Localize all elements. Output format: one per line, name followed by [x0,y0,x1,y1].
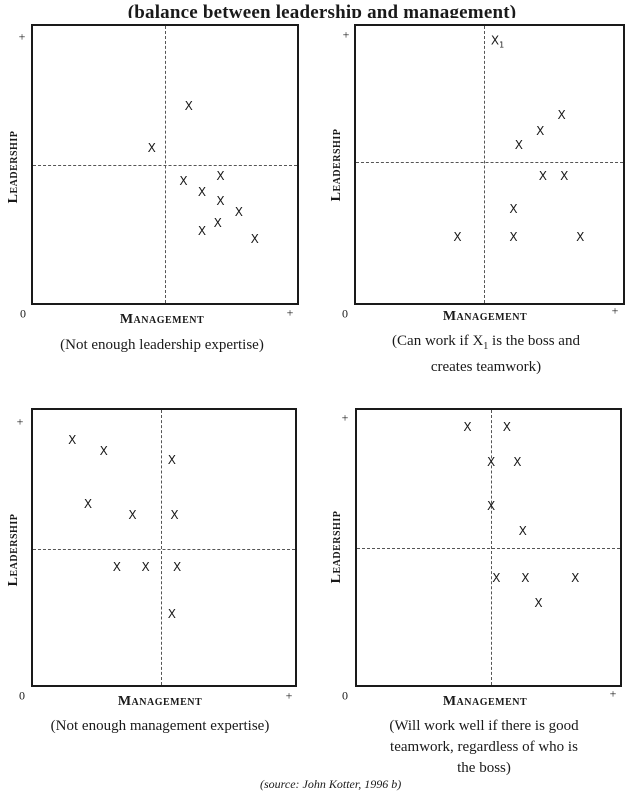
data-point-mark: X [557,107,566,122]
caption-line: (Can work if X [392,333,484,349]
data-point-mark: X [571,570,580,585]
data-point-mark: X [463,419,472,434]
x-axis-label: Management [442,309,528,324]
origin-label: 0 [342,688,348,703]
leadership-threshold-line [357,548,620,549]
plus-tick: + [18,29,26,44]
y-axis-label: Leadership [329,128,344,202]
panel-caption: (Not enough leadership expertise) [60,335,264,356]
data-point-mark: X [216,168,225,183]
data-point-mark: X [216,193,225,208]
x-axis-label: Management [442,694,528,709]
management-threshold-line [165,26,166,303]
origin-label: 0 [20,306,26,321]
page-title: (balance between leadership and manageme… [127,2,517,23]
data-point-mark: X [453,229,462,244]
plus-tick: + [285,688,293,703]
plus-tick: + [611,303,619,318]
panel-caption: (Can work if X1 is the boss and creates … [392,331,580,378]
management-threshold-line [161,410,162,685]
y-axis-label: Leadership [6,130,21,204]
origin-label: 0 [19,688,25,703]
data-point-mark: X [167,452,176,467]
management-threshold-line [484,26,485,303]
caption-line: the boss) [457,760,511,776]
plus-tick: + [341,410,349,425]
data-point-mark: X [538,168,548,183]
data-point-mark: X [179,174,188,189]
leadership-threshold-line [33,165,297,166]
leadership-threshold-line [33,549,295,550]
caption-line: creates teamwork) [430,359,542,375]
caption-line: (Will work well if there is good [389,718,579,734]
panel-caption: (Will work well if there is good teamwor… [389,716,578,779]
x-axis-label: Management [117,694,203,709]
boss-point-mark: X1 [490,32,505,50]
data-point-mark: X [184,99,193,114]
plus-tick: + [342,27,350,42]
caption-line: (Not enough management expertise) [50,718,270,734]
data-point-mark: X [83,496,93,511]
data-point-mark: X [492,570,501,585]
panel-bottom-left-plot: X X X X X X X X X X [31,408,297,687]
data-point-mark: X [536,124,545,139]
management-threshold-line [491,410,492,685]
boss-subscript: 1 [499,40,505,50]
data-point-mark: X [487,455,496,470]
y-axis-label: Leadership [6,513,21,587]
data-point-mark: X [112,559,121,574]
data-point-mark: X [167,606,176,621]
data-point-mark: X [509,201,518,216]
data-point-mark: X [141,559,150,574]
data-point-mark: X [147,140,156,155]
data-point-mark: X [560,168,569,183]
data-point-mark: X [197,185,207,200]
data-point-mark: X [128,507,137,522]
data-point-mark: X [513,455,522,470]
data-point-mark: X [99,444,108,459]
data-point-mark: X [509,229,518,244]
panel-caption: (Not enough management expertise) [51,716,270,737]
data-point-mark: X [197,223,207,238]
origin-label: 0 [342,306,348,321]
data-point-mark: X [213,215,222,230]
data-point-mark: X [534,595,543,610]
caption-line: is the boss and [488,333,580,349]
data-point-mark: X [521,570,530,585]
data-point-mark: X [502,419,512,434]
data-point-mark: X [170,507,179,522]
leadership-threshold-line [356,162,623,163]
caption-line: (Not enough leadership expertise) [60,337,264,353]
data-point-mark: X [518,524,527,538]
data-point-mark: X [68,433,77,448]
plus-tick: + [609,686,617,701]
y-axis-label: Leadership [329,510,344,584]
caption-line: teamwork, regardless of who is [390,739,578,755]
data-point-mark: X [487,499,496,514]
plus-tick: + [286,305,294,320]
x-axis-label: Management [119,312,205,327]
caption-subscript: 1 [483,341,489,352]
data-point-mark: X [234,204,244,219]
source-citation: (source: John Kotter, 1996 b) [260,777,402,791]
plus-tick: + [16,414,24,429]
data-point-mark: X [250,232,259,247]
data-point-mark: X [172,559,182,574]
panel-top-right-plot: X1 X X X X X X X X X [354,24,625,305]
data-point-mark: X [576,229,585,244]
data-point-mark: X [514,138,523,153]
